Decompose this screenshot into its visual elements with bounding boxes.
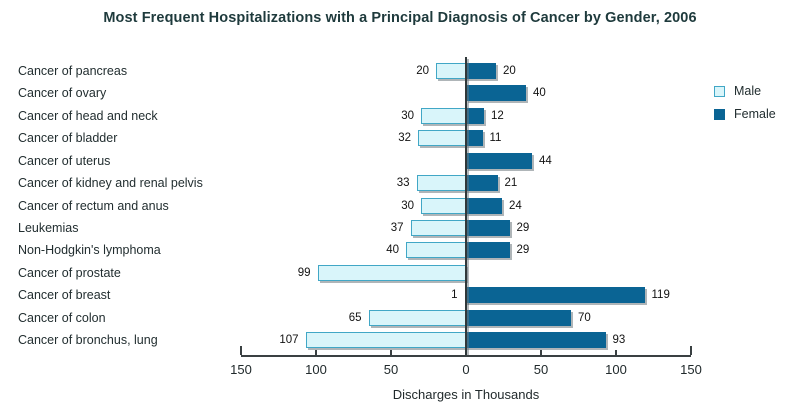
value-label-male: 37 [390, 221, 404, 234]
category-label: Cancer of bronchus, lung [18, 333, 158, 348]
bar-female [466, 287, 645, 304]
value-label-female: 29 [516, 244, 530, 257]
value-label-female: 11 [489, 132, 502, 145]
bar-female [466, 242, 510, 259]
axis-tick-label: 100 [605, 362, 627, 377]
female-swatch-icon [714, 108, 725, 120]
axis-tick-label: 150 [230, 362, 252, 377]
axis-tick-label: 50 [533, 362, 549, 377]
value-label-female: 40 [533, 87, 546, 100]
category-label: Leukemias [18, 220, 79, 235]
value-label-female: 21 [504, 177, 518, 190]
bar-male [436, 63, 466, 79]
legend-item-male: Male [714, 84, 776, 98]
axis-tick-mark [240, 346, 242, 355]
value-label-female: 93 [612, 334, 626, 347]
category-label: Cancer of head and neck [18, 108, 158, 123]
value-label-male: 30 [401, 199, 414, 212]
axis-tick-mark [390, 350, 392, 355]
axis-tick-mark [315, 350, 317, 355]
bar-female [466, 130, 483, 147]
value-label-female: 119 [651, 289, 670, 302]
legend-male-label: Male [734, 84, 762, 98]
value-label-male: 99 [297, 266, 311, 279]
category-label: Non-Hodgkin's lymphoma [18, 243, 161, 258]
category-label: Cancer of prostate [18, 265, 121, 280]
bar-male [421, 107, 466, 124]
value-label-female: 12 [491, 109, 504, 122]
axis-tick-mark [615, 350, 617, 355]
value-label-female: 20 [503, 65, 516, 77]
value-label-male: 32 [398, 132, 411, 145]
chart-title: Most Frequent Hospitalizations with a Pr… [103, 10, 697, 26]
value-label-female: 29 [516, 221, 530, 234]
bar-female [466, 197, 502, 214]
bar-male [317, 264, 466, 281]
bar-female [466, 63, 496, 79]
bar-male [418, 130, 466, 147]
value-label-male: 1 [451, 289, 458, 302]
bar-female [466, 175, 498, 192]
category-label: Cancer of kidney and renal pelvis [18, 176, 203, 191]
bar-female [466, 85, 526, 102]
category-label: Cancer of pancreas [18, 64, 128, 78]
bar-male [416, 175, 466, 192]
male-swatch-icon [714, 85, 725, 97]
bar-male [305, 332, 466, 349]
bar-female [466, 332, 606, 349]
category-label: Cancer of uterus [18, 153, 111, 168]
axis-tick-label: 0 [462, 362, 470, 377]
category-label: Cancer of bladder [18, 131, 118, 146]
value-label-female: 44 [539, 154, 552, 167]
category-label: Cancer of colon [18, 310, 106, 325]
axis-tick-label: 100 [305, 362, 327, 377]
value-label-male: 20 [416, 65, 429, 77]
bar-male [406, 242, 466, 259]
bar-female [466, 219, 510, 236]
value-label-male: 33 [396, 177, 410, 190]
bar-female [466, 309, 571, 326]
value-label-male: 30 [401, 109, 414, 122]
bar-female [466, 152, 532, 169]
axis-tick-label: 50 [383, 362, 399, 377]
x-axis-label: Discharges in Thousands [392, 387, 540, 402]
value-label-male: 40 [386, 244, 399, 257]
category-label: Cancer of ovary [18, 86, 107, 101]
bar-male [410, 219, 466, 236]
bar-male [421, 197, 466, 214]
value-label-female: 24 [509, 199, 522, 212]
x-axis-line [241, 355, 691, 357]
legend-female-label: Female [734, 107, 776, 121]
axis-tick-mark [690, 346, 692, 355]
value-label-female: 70 [578, 311, 591, 324]
bar-male [368, 309, 466, 326]
axis-tick-mark [540, 350, 542, 355]
legend-item-female: Female [714, 107, 776, 121]
value-label-male: 65 [348, 311, 362, 324]
zero-axis-line [465, 57, 467, 355]
category-label: Cancer of rectum and anus [18, 198, 169, 213]
category-label: Cancer of breast [18, 288, 111, 303]
axis-tick-label: 150 [680, 362, 702, 377]
bar-female [466, 107, 484, 124]
legend: Male Female [714, 84, 776, 130]
value-label-male: 107 [279, 334, 299, 347]
